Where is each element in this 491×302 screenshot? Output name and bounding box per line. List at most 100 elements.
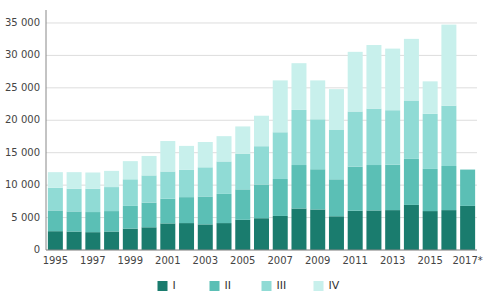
legend-label: III [277,279,287,292]
bar-segment [310,209,325,250]
bar-segment [291,63,306,110]
bar-segment [85,212,100,232]
bar-segment [254,116,269,146]
bar-segment [404,205,419,250]
legend-swatch [158,281,168,291]
bar-segment [179,170,194,197]
x-tick-label: 2011 [342,255,367,266]
bar-segment [460,169,475,170]
bar-segment [329,216,344,250]
x-tick-label: 1997 [80,255,105,266]
bar-segment [160,172,175,199]
bar-segment [366,45,381,109]
bar-segment [310,119,325,169]
bar-segment [48,231,63,250]
legend-label: I [173,279,176,292]
chart: 05 00010 00015 00020 00025 00030 00035 0… [0,0,491,302]
bar-segment [348,112,363,167]
bar-segment [385,210,400,250]
bar-segment [441,166,456,210]
bar-segment [273,80,288,132]
x-tick-label: 2007 [268,255,293,266]
bar-segment [142,156,157,175]
bar-segment [67,172,82,189]
bar-segment [366,165,381,210]
bar-segment [67,189,82,212]
x-tick-label: 2003 [193,255,218,266]
bar-segment [273,216,288,250]
x-tick-label: 2001 [155,255,180,266]
bar-segment [85,189,100,212]
bar-segment [198,196,213,224]
x-tick-label: 2009 [305,255,330,266]
legend-label: II [225,279,232,292]
bar-segment [291,165,306,208]
bar-segment [198,142,213,167]
x-tick-label: 2015 [417,255,442,266]
bar-segment [423,81,438,113]
legend: IIIIIIIV [158,279,340,292]
bar-segment [310,169,325,209]
bar-segment [366,109,381,165]
y-tick-label: 30 000 [5,49,40,60]
x-axis [46,250,477,251]
bar-segment [67,232,82,250]
x-tick-label: 2005 [230,255,255,266]
legend-swatch [314,281,324,291]
bar-segment [291,110,306,165]
x-tick-label: 1999 [118,255,143,266]
bar-segment [85,232,100,250]
bar-segment [385,110,400,164]
bar-segment [123,161,138,179]
bar-segment [273,179,288,216]
bar-segment [235,126,250,153]
bar-segment [104,232,119,250]
bar-segment [366,210,381,250]
bar-segment [254,218,269,250]
bar-segment [104,171,119,187]
legend-swatch [210,281,220,291]
bar-segment [254,184,269,218]
x-tick-label: 2013 [380,255,405,266]
bar-segment [235,189,250,219]
bar-segment [85,172,100,188]
bar-segment [235,220,250,250]
bars [48,25,475,250]
bar-segment [423,114,438,169]
bar-segment [460,170,475,206]
y-tick-label: 15 000 [5,147,40,158]
bar-segment [385,165,400,210]
bar-segment [404,159,419,205]
bar-segment [441,106,456,166]
bar-segment [198,167,213,196]
bar-segment [123,229,138,250]
grid [46,23,477,250]
bar-segment [404,100,419,158]
bar-segment [404,39,419,101]
y-tick-label: 0 [34,244,40,255]
legend-label: IV [329,279,340,292]
bar-segment [310,80,325,119]
bar-segment [291,208,306,250]
bar-segment [273,132,288,179]
bar-segment [48,210,63,231]
bar-segment [254,146,269,184]
bar-segment [441,210,456,250]
bar-segment [423,169,438,211]
bar-segment [348,52,363,112]
bar-segment [160,141,175,171]
grid-line [46,250,477,251]
bar-segment [104,211,119,231]
bar-segment [104,187,119,211]
legend-swatch [262,281,272,291]
bar-segment [123,179,138,206]
y-tick-label: 25 000 [5,82,40,93]
bar-segment [179,223,194,250]
bar-segment [217,161,232,193]
bar-segment [329,89,344,130]
bar-segment [142,203,157,228]
x-tick-label: 2017* [452,255,482,266]
grid-line [46,22,477,23]
y-tick-label: 35 000 [5,17,40,28]
bar-segment [123,206,138,229]
